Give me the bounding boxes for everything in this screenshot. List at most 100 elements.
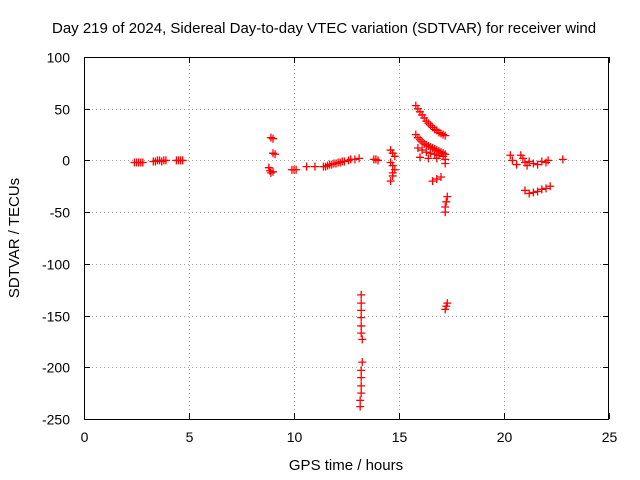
y-tick-label: -50 xyxy=(50,205,70,221)
data-point xyxy=(437,172,445,181)
data-point xyxy=(356,402,365,411)
data-point xyxy=(311,162,319,171)
data-point xyxy=(441,159,450,168)
data-point xyxy=(441,208,450,217)
data-point xyxy=(426,149,435,158)
data-point xyxy=(388,161,397,170)
x-tick-label: 25 xyxy=(602,429,618,445)
data-point xyxy=(357,329,366,338)
data-point xyxy=(269,149,277,158)
data-point xyxy=(269,134,277,143)
data-point xyxy=(542,184,550,193)
data-point xyxy=(430,150,439,159)
data-point xyxy=(424,154,433,163)
data-point xyxy=(269,167,277,176)
data-point xyxy=(521,186,529,195)
data-point xyxy=(371,155,380,164)
data-point xyxy=(432,154,441,163)
data-point xyxy=(357,299,366,308)
data-point xyxy=(518,154,527,163)
data-point xyxy=(439,130,448,139)
data-point xyxy=(428,177,437,186)
data-point xyxy=(357,321,366,330)
data-point xyxy=(432,175,441,184)
data-point xyxy=(357,306,366,315)
data-point xyxy=(358,335,367,344)
data-point xyxy=(443,192,452,201)
x-tick-label: 20 xyxy=(497,429,513,445)
data-point xyxy=(416,153,424,162)
data-point xyxy=(336,158,345,167)
data-point xyxy=(340,157,349,166)
data-point xyxy=(138,158,147,167)
data-point xyxy=(357,290,366,299)
data-point xyxy=(358,358,367,367)
data-point xyxy=(390,152,399,161)
data-point xyxy=(418,146,427,155)
data-point xyxy=(357,373,366,382)
data-point xyxy=(525,157,534,166)
data-point xyxy=(544,156,553,165)
y-tick-label: -100 xyxy=(42,257,70,273)
data-point xyxy=(529,188,538,197)
data-point xyxy=(533,160,542,169)
data-point xyxy=(332,159,340,168)
data-point xyxy=(357,389,366,398)
y-axis-title: SDTVAR / TECUs xyxy=(6,178,23,298)
data-point xyxy=(388,168,397,177)
x-tick-label: 5 xyxy=(186,429,194,445)
data-point xyxy=(508,156,517,165)
data-point xyxy=(512,160,521,169)
x-tick-label: 15 xyxy=(392,429,408,445)
data-point xyxy=(374,156,382,165)
data-point xyxy=(157,157,166,166)
data-point xyxy=(413,144,422,153)
data-point xyxy=(441,305,450,314)
data-point xyxy=(271,150,280,159)
data-point xyxy=(506,151,515,160)
data-point xyxy=(525,189,534,198)
data-point xyxy=(344,156,353,165)
data-point xyxy=(355,154,364,163)
data-point xyxy=(292,165,301,174)
data-point xyxy=(542,158,550,167)
data-point xyxy=(546,182,555,191)
data-point xyxy=(426,121,435,130)
data-point xyxy=(323,161,332,170)
y-tick-label: -200 xyxy=(42,360,70,376)
data-point xyxy=(558,155,567,164)
plot-frame xyxy=(84,57,609,420)
data-point xyxy=(416,135,424,144)
data-point xyxy=(357,366,366,375)
data-point xyxy=(422,148,431,157)
grid-layer xyxy=(84,57,609,419)
data-point xyxy=(178,156,187,165)
y-tick-label: 50 xyxy=(54,102,70,118)
marks-layer xyxy=(130,101,567,411)
data-point xyxy=(424,119,433,128)
data-point xyxy=(533,187,542,196)
data-point xyxy=(302,162,311,171)
x-tick-label: 10 xyxy=(287,429,303,445)
data-point xyxy=(327,160,336,169)
x-axis-title: GPS time / hours xyxy=(289,457,403,474)
x-tick-label: 0 xyxy=(81,429,89,445)
data-point xyxy=(523,161,532,170)
data-point xyxy=(537,185,546,194)
data-point xyxy=(350,155,359,164)
data-point xyxy=(357,381,366,390)
y-tick-label: 0 xyxy=(62,153,70,169)
y-tick-label: 100 xyxy=(47,50,71,66)
data-point xyxy=(266,133,275,142)
data-point xyxy=(537,157,546,166)
data-point xyxy=(441,131,450,140)
data-point xyxy=(161,156,170,165)
data-point xyxy=(386,177,395,186)
data-point xyxy=(442,197,451,206)
tick-layer: 0 5 10 15 20 25 100 50 0 -50 -100 -150 -200 -250 xyxy=(42,50,618,446)
y-tick-label: -250 xyxy=(42,412,70,428)
data-point xyxy=(321,162,330,171)
chart-title: Day 219 of 2024, Sidereal Day-to-day VTE… xyxy=(52,20,596,37)
data-point xyxy=(357,313,366,322)
